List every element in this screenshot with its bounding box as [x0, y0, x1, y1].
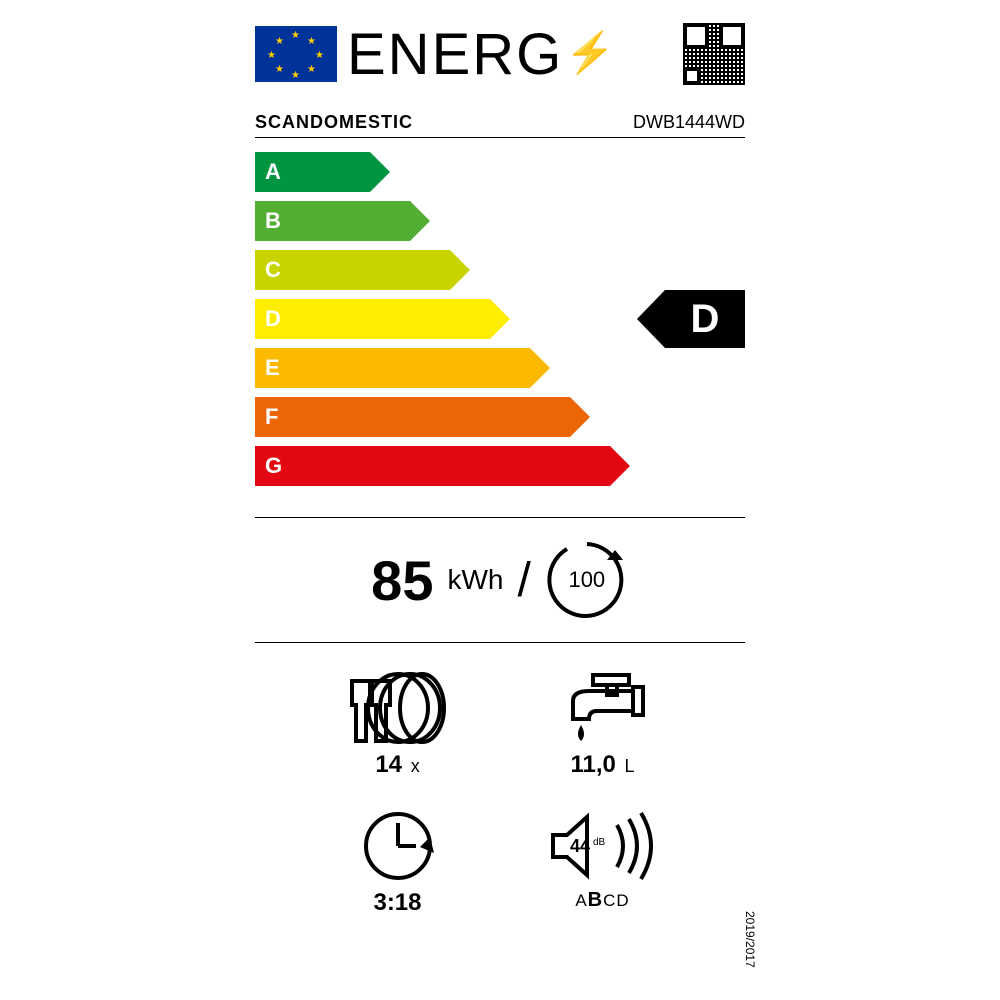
- class-bar-b: B: [255, 201, 430, 241]
- water-picto: 11,0 L: [520, 671, 685, 779]
- duration-value: 3:18: [373, 889, 421, 916]
- water-unit: L: [625, 756, 635, 776]
- capacity-picto: 14 x: [315, 671, 480, 779]
- slash: /: [517, 553, 530, 608]
- capacity-unit: x: [411, 756, 420, 776]
- class-bar-a: A: [255, 152, 390, 192]
- kwh-unit: kWh: [447, 564, 503, 596]
- eu-flag-icon: ★ ★ ★ ★ ★ ★ ★ ★: [255, 26, 337, 82]
- cycles-value: 100: [568, 567, 605, 593]
- pictograms: 14 x 11,0 L: [255, 671, 745, 917]
- svg-text:44: 44: [570, 836, 590, 856]
- duration-picto: 3:18: [315, 809, 480, 917]
- regulation-ref: 2019/2017: [743, 911, 757, 968]
- bolt-icon: ⚡: [565, 29, 617, 76]
- cycles-icon: 100: [545, 538, 629, 622]
- qr-code-icon: [683, 23, 745, 85]
- divider: [255, 137, 745, 138]
- svg-text:dB: dB: [593, 837, 606, 848]
- noise-picto: 44 dB ABCD: [520, 809, 685, 917]
- efficiency-scale: ABCDEFGD: [255, 152, 745, 497]
- class-bar-f: F: [255, 397, 590, 437]
- plates-icon: [348, 671, 448, 745]
- brand-name: SCANDOMESTIC: [255, 112, 413, 133]
- energy-label: ★ ★ ★ ★ ★ ★ ★ ★ ENERG ⚡ SCANDOMESTIC DWB…: [255, 18, 745, 978]
- capacity-value: 14: [375, 751, 402, 778]
- supplier-row: SCANDOMESTIC DWB1444WD: [255, 112, 745, 133]
- model-number: DWB1444WD: [633, 112, 745, 133]
- tap-icon: [553, 671, 653, 745]
- consumption-row: 85 kWh / 100: [255, 517, 745, 643]
- class-bar-d: D: [255, 299, 510, 339]
- clock-icon: [358, 809, 438, 883]
- rating-letter: D: [665, 290, 745, 348]
- energy-title: ENERG ⚡: [347, 21, 617, 88]
- class-bar-g: G: [255, 446, 630, 486]
- kwh-value: 85: [371, 548, 433, 613]
- rating-arrow: D: [637, 290, 745, 348]
- speaker-icon: 44 dB: [543, 809, 663, 883]
- header: ★ ★ ★ ★ ★ ★ ★ ★ ENERG ⚡: [255, 18, 745, 90]
- class-bar-e: E: [255, 348, 550, 388]
- noise-class: ABCD: [575, 889, 629, 912]
- class-bar-c: C: [255, 250, 470, 290]
- water-value: 11,0: [570, 751, 615, 778]
